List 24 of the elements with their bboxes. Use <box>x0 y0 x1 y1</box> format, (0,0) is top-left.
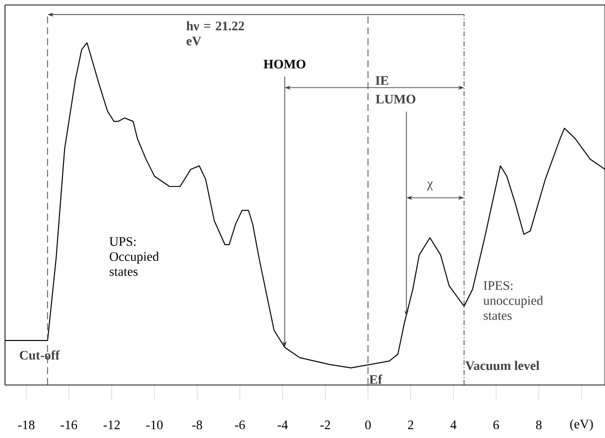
annotation: hν = 21.22 eV <box>186 21 244 46</box>
ref-line-label: Vacuum level <box>465 360 540 370</box>
x-tick-label: -8 <box>192 420 202 430</box>
x-tick-label: -6 <box>234 420 245 430</box>
annotation: HOMO <box>264 60 306 68</box>
x-tick-label: -18 <box>18 420 34 430</box>
ref-line-label: Ef <box>369 374 382 384</box>
x-tick-label: -2 <box>320 420 330 430</box>
x-tick-label: -16 <box>60 420 78 430</box>
annotation: Cut-off <box>20 350 60 360</box>
x-tick-label: 8 <box>536 420 542 430</box>
annotation: UPS: Occupied states <box>109 237 159 276</box>
annotation: IE <box>376 76 388 85</box>
x-axis-title: (eV) <box>570 419 593 431</box>
x-tick-label: -12 <box>104 420 120 430</box>
x-tick-label: -4 <box>278 420 288 430</box>
x-tick-label: 6 <box>493 420 499 430</box>
annotation: LUMO <box>376 94 416 104</box>
x-tick-label: 0 <box>365 420 371 430</box>
annotation: IPES: unoccupied states <box>483 281 543 320</box>
x-tick-label: 4 <box>450 420 456 430</box>
annotation: χ <box>427 182 433 190</box>
x-tick-label: 2 <box>408 420 414 430</box>
x-tick-label: -10 <box>146 420 163 430</box>
